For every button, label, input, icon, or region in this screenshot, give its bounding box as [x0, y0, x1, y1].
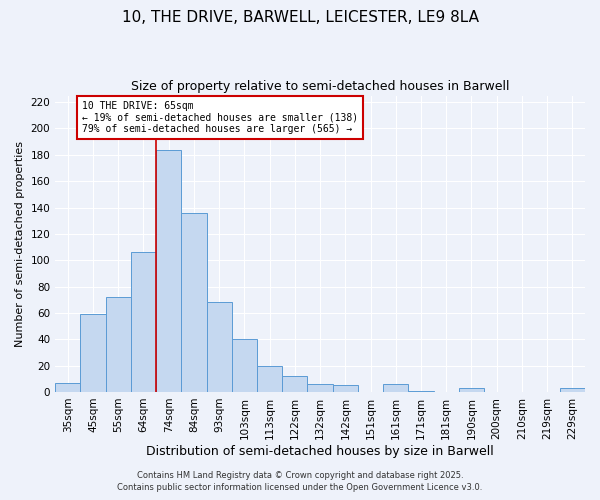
Text: Contains HM Land Registry data © Crown copyright and database right 2025.
Contai: Contains HM Land Registry data © Crown c… [118, 471, 482, 492]
Bar [55, 382, 80, 392]
Bar [257, 366, 282, 392]
Bar [282, 376, 307, 392]
Text: 10 THE DRIVE: 65sqm
← 19% of semi-detached houses are smaller (138)
79% of semi-: 10 THE DRIVE: 65sqm ← 19% of semi-detach… [82, 101, 358, 134]
Bar [383, 384, 409, 392]
Y-axis label: Number of semi-detached properties: Number of semi-detached properties [15, 141, 25, 347]
Bar [409, 390, 434, 392]
Bar [560, 388, 585, 392]
Bar [131, 252, 156, 392]
Bar [307, 384, 332, 392]
Bar [459, 388, 484, 392]
Bar [181, 213, 206, 392]
Bar [332, 386, 358, 392]
Bar [156, 150, 181, 392]
Bar [80, 314, 106, 392]
Text: 10, THE DRIVE, BARWELL, LEICESTER, LE9 8LA: 10, THE DRIVE, BARWELL, LEICESTER, LE9 8… [121, 10, 479, 25]
Bar [206, 302, 232, 392]
X-axis label: Distribution of semi-detached houses by size in Barwell: Distribution of semi-detached houses by … [146, 444, 494, 458]
Bar [232, 340, 257, 392]
Title: Size of property relative to semi-detached houses in Barwell: Size of property relative to semi-detach… [131, 80, 509, 93]
Bar [106, 297, 131, 392]
